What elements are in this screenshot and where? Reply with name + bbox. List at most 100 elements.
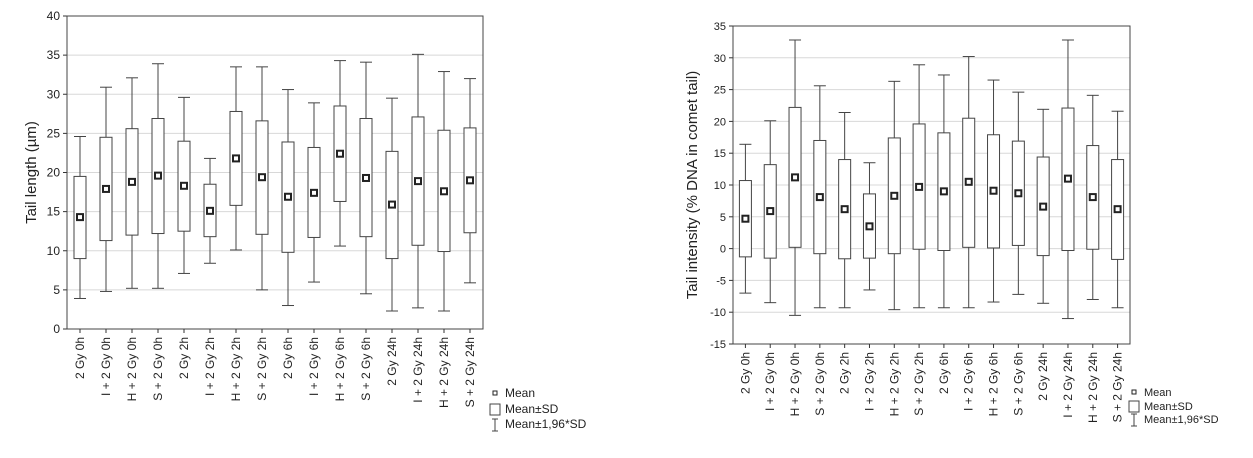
y-tick-label: 15 <box>714 148 726 160</box>
y-tick-label: 5 <box>53 283 60 297</box>
y-tick-label: -15 <box>710 339 726 351</box>
x-tick-label: S + 2 Gy 0h <box>151 337 165 401</box>
x-tick-label: I + 2 Gy 24h <box>411 337 425 403</box>
x-tick-label: H + 2 Gy 0h <box>125 337 139 401</box>
mean-marker <box>915 182 924 191</box>
legend-ci-label: Mean±1,96*SD <box>505 417 587 431</box>
y-tick-label: 20 <box>47 166 61 180</box>
mean-marker <box>791 173 800 182</box>
legend-mean-symbol <box>1131 389 1137 395</box>
box-7 <box>887 80 901 311</box>
x-tick-label: I + 2 Gy 6h <box>962 352 976 411</box>
x-tick-label: S + 2 Gy 24h <box>463 337 477 407</box>
mean-marker <box>741 214 750 223</box>
legend-sd-symbol <box>1128 400 1140 413</box>
box-1 <box>73 136 87 299</box>
mean-marker <box>964 177 973 186</box>
mean-marker <box>766 207 775 216</box>
y-tick-label: -10 <box>710 307 726 319</box>
x-tick-label: I + 2 Gy 2h <box>203 337 217 396</box>
box-5 <box>838 111 852 309</box>
box-7 <box>229 66 243 251</box>
mean-marker <box>865 222 874 231</box>
legend-mean-label: Mean <box>505 386 535 400</box>
mean-marker <box>180 181 188 190</box>
y-tick-label: 30 <box>714 53 726 65</box>
box-8 <box>255 66 269 291</box>
x-tick-label: I + 2 Gy 0h <box>763 352 777 411</box>
mean-marker <box>1088 193 1097 202</box>
box-4 <box>813 85 827 309</box>
mean-marker <box>1014 189 1023 198</box>
mean-marker <box>440 187 448 196</box>
mean-marker <box>815 193 824 202</box>
box-16 <box>463 78 477 284</box>
x-tick-label: 2 Gy 0h <box>73 337 87 379</box>
box-14 <box>411 53 425 309</box>
x-tick-label: S + 2 Gy 6h <box>1011 352 1025 416</box>
box-6 <box>862 162 876 291</box>
mean-marker <box>890 191 899 200</box>
x-tick-label: I + 2 Gy 6h <box>307 337 321 396</box>
mean-marker <box>939 187 948 196</box>
box-15 <box>1086 94 1100 300</box>
mean-marker <box>989 186 998 195</box>
x-tick-label: S + 2 Gy 2h <box>912 352 926 416</box>
x-tick-label: 2 Gy 2h <box>177 337 191 379</box>
mean-marker <box>102 184 110 193</box>
box-3 <box>788 39 802 316</box>
y-tick-label: 0 <box>720 244 726 256</box>
x-tick-label: S + 2 Gy 0h <box>813 352 827 416</box>
x-tick-label: 2 Gy 6h <box>937 352 951 394</box>
y-tick-label: 10 <box>714 180 726 192</box>
x-tick-label: 2 Gy 24h <box>1036 352 1050 401</box>
mean-marker <box>76 213 84 222</box>
y-tick-label: 30 <box>47 87 61 101</box>
box-9 <box>281 89 295 307</box>
x-tick-label: S + 2 Gy 24h <box>1111 352 1125 422</box>
mean-marker <box>362 173 370 182</box>
x-tick-label: H + 2 Gy 6h <box>333 337 347 401</box>
x-tick-label: H + 2 Gy 24h <box>437 337 451 408</box>
x-tick-label: I + 2 Gy 0h <box>99 337 113 396</box>
box-2 <box>99 86 113 292</box>
x-tick-label: 2 Gy 0h <box>738 352 752 394</box>
x-tick-label: H + 2 Gy 0h <box>788 352 802 416</box>
mean-marker <box>284 192 292 201</box>
x-tick-label: S + 2 Gy 6h <box>359 337 373 401</box>
x-tick-label: H + 2 Gy 24h <box>1086 352 1100 423</box>
y-tick-label: 20 <box>714 116 726 128</box>
box-4 <box>151 63 165 289</box>
box-13 <box>1036 108 1050 304</box>
box-9 <box>937 74 951 309</box>
x-tick-label: H + 2 Gy 2h <box>229 337 243 401</box>
y-tick-label: 15 <box>47 205 61 219</box>
legend-mean-label: Mean <box>1144 387 1172 399</box>
y-tick-label: 35 <box>47 48 61 62</box>
plot-frame <box>732 25 1131 345</box>
legend-mean-symbol <box>492 390 498 396</box>
mean-marker <box>128 177 136 186</box>
y-axis-title: Tail intensity (% DNA in comet tail) <box>684 71 701 299</box>
box-1 <box>738 143 752 294</box>
x-tick-label: H + 2 Gy 2h <box>887 352 901 416</box>
mean-marker <box>414 177 422 186</box>
x-tick-label: 2 Gy 24h <box>385 337 399 386</box>
legend-ci-label: Mean±1,96*SD <box>1144 414 1219 426</box>
y-tick-label: 35 <box>714 21 726 33</box>
x-tick-label: S + 2 Gy 2h <box>255 337 269 401</box>
y-tick-label: 5 <box>720 212 726 224</box>
mean-marker <box>1039 202 1048 211</box>
box-13 <box>385 97 399 312</box>
y-tick-label: -5 <box>716 275 726 287</box>
mean-marker <box>1063 174 1072 183</box>
box-16 <box>1111 110 1125 309</box>
y-axis-title: Tail length (µm) <box>23 121 40 224</box>
box-15 <box>437 71 451 312</box>
mean-marker <box>336 149 344 158</box>
y-tick-label: 25 <box>714 85 726 97</box>
mean-marker <box>388 200 396 209</box>
